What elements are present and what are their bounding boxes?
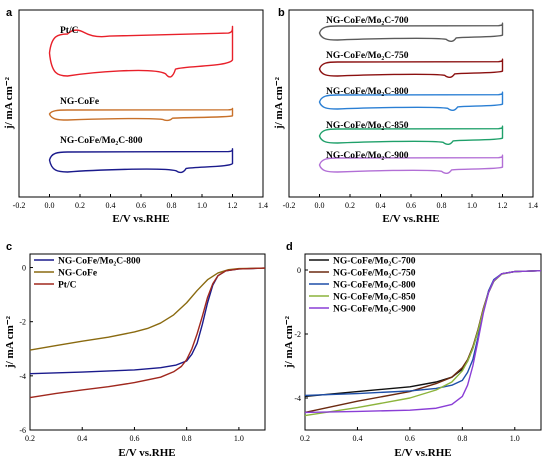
panel-b-cv-curve	[318, 125, 504, 146]
panel-a-x-tick-label: 0.8	[167, 201, 177, 210]
c-legend-label: Pt/C	[58, 281, 77, 291]
c-legend-label: NG-CoFe/Mo₂C-800	[58, 257, 141, 267]
panel-a-x-tick-label: 1.4	[258, 201, 268, 210]
panel-a-curves	[48, 25, 234, 174]
panel-b-letter: b	[278, 7, 285, 19]
panel-a-legend-ptc: Pt/C	[60, 26, 79, 36]
c-y-tick-label: -6	[19, 426, 26, 435]
panel-b-x-tick-label: -0.2	[283, 201, 296, 210]
panel-c-y-label: j/ mA cm⁻²	[4, 315, 16, 369]
c-y-tick-label: -4	[19, 372, 26, 381]
panel-b-legend-850: NG-CoFe/Mo₂C-850	[326, 121, 409, 131]
panel-a-cv-curve	[48, 25, 234, 78]
d-legend-label: NG-CoFe/Mo₂C-850	[333, 293, 416, 303]
panel-b-cv-curve	[318, 58, 504, 79]
panel-a-x-tick-label: -0.2	[13, 201, 26, 210]
c-y-tick-label: -2	[19, 318, 26, 327]
panel-b-x-tick-label: 1.4	[528, 201, 538, 210]
panel-c-letter: c	[6, 241, 12, 253]
panel-b-x-tick-label: 0.0	[315, 201, 325, 210]
d-y-tick-label: 0	[297, 266, 301, 275]
panel-d-legend: NG-CoFe/Mo₂C-700 NG-CoFe/Mo₂C-750 NG-CoFe/…	[309, 257, 416, 315]
panel-b: -0.2 0.0 0.2 0.4 0.6 0.8 1.0 1.2 1.4 E/V vs.RHE …	[273, 9, 538, 225]
c-lsv-curve	[29, 267, 266, 399]
panel-d-curves	[304, 269, 542, 417]
d-x-tick-label: 0.4	[352, 434, 362, 443]
panel-c: 0.2 0.4 0.6 0.8 1.0 0 -2 -4 -6 E/V vs.RHE j/ mA …	[4, 253, 266, 459]
panel-b-x-tick-label: 1.0	[467, 201, 477, 210]
panel-a-x-tick-label: 1.0	[197, 201, 207, 210]
panel-b-x-tick-label: 0.6	[406, 201, 416, 210]
panel-a-x-tick-label: 1.2	[228, 201, 238, 210]
panel-d-ticks: 0.2 0.4 0.6 0.8 1.0 0 -2 -4	[294, 266, 519, 443]
panel-b-legend-800: NG-CoFe/Mo₂C-800	[326, 87, 409, 97]
d-x-tick-label: 0.8	[457, 434, 467, 443]
panel-b-x-tick-label: 0.4	[376, 201, 386, 210]
panel-b-x-tick-label: 1.2	[498, 201, 508, 210]
c-y-tick-label: 0	[22, 264, 26, 273]
c-x-tick-label: 0.8	[182, 434, 192, 443]
panel-c-x-label: E/V vs.RHE	[118, 447, 175, 459]
panel-b-x-label: E/V vs.RHE	[382, 213, 439, 225]
panel-b-x-tick-label: 0.2	[345, 201, 355, 210]
panel-c-ticks: 0.2 0.4 0.6 0.8 1.0 0 -2 -4 -6	[19, 264, 244, 443]
panel-a-y-label: j/ mA cm⁻²	[3, 76, 15, 130]
d-x-tick-label: 0.6	[405, 434, 415, 443]
panel-a-legend-ngcofe: NG-CoFe	[60, 97, 99, 107]
d-y-tick-label: -4	[294, 394, 301, 403]
panel-b-cv-curve	[318, 154, 504, 175]
panel-c-frame	[29, 253, 266, 431]
panel-a-letter: a	[6, 7, 13, 19]
panel-a-x-tick-label: 0.2	[75, 201, 85, 210]
panel-a-x-ticks: -0.2 0.0 0.2 0.4 0.6 0.8 1.0 1.2 1.4	[13, 194, 268, 210]
c-x-tick-label: 1.0	[234, 434, 244, 443]
d-y-tick-label: -2	[294, 330, 301, 339]
panel-d-letter: d	[286, 241, 293, 253]
panel-a-legend-mo2c800: NG-CoFe/Mo₂C-800	[60, 136, 143, 146]
panel-b-y-label: j/ mA cm⁻²	[273, 76, 285, 130]
panel-c-legend: NG-CoFe/Mo₂C-800 NG-CoFe Pt/C	[34, 257, 141, 291]
d-x-tick-label: 0.2	[300, 434, 310, 443]
panel-d-frame	[304, 253, 542, 431]
panel-b-legend-700: NG-CoFe/Mo₂C-700	[326, 16, 409, 26]
panel-a-cv-curve	[48, 107, 234, 122]
panel-a-cv-curve	[48, 148, 234, 174]
c-x-tick-label: 0.2	[25, 434, 35, 443]
panel-b-x-tick-label: 0.8	[437, 201, 447, 210]
d-legend-label: NG-CoFe/Mo₂C-900	[333, 305, 416, 315]
panel-b-legend-900: NG-CoFe/Mo₂C-900	[326, 151, 409, 161]
panel-b-cv-curve	[318, 91, 504, 112]
d-legend-label: NG-CoFe/Mo₂C-750	[333, 269, 416, 279]
panel-b-curves	[318, 22, 504, 175]
panel-a-x-label: E/V vs.RHE	[112, 213, 169, 225]
panel-a-x-tick-label: 0.6	[136, 201, 146, 210]
panel-a-x-tick-label: 0.4	[106, 201, 116, 210]
panel-b-x-ticks: -0.2 0.0 0.2 0.4 0.6 0.8 1.0 1.2 1.4	[283, 194, 538, 210]
c-x-tick-label: 0.4	[77, 434, 87, 443]
c-x-tick-label: 0.6	[129, 434, 139, 443]
d-legend-label: NG-CoFe/Mo₂C-800	[333, 281, 416, 291]
panel-b-legend-750: NG-CoFe/Mo₂C-750	[326, 51, 409, 61]
panel-a-x-tick-label: 0.0	[45, 201, 55, 210]
panel-c-curves	[29, 267, 266, 399]
d-lsv-curve	[304, 269, 542, 414]
panel-d-y-label: j/ mA cm⁻²	[283, 315, 295, 369]
panel-d-x-label: E/V vs.RHE	[394, 447, 451, 459]
panel-b-cv-curve	[318, 22, 504, 43]
panel-a: -0.2 0.0 0.2 0.4 0.6 0.8 1.0 1.2 1.4 E/V vs.RHE …	[3, 9, 268, 225]
panel-d: 0.2 0.4 0.6 0.8 1.0 0 -2 -4 E/V vs.RHE j/ mA cm…	[283, 253, 542, 459]
c-legend-label: NG-CoFe	[58, 269, 97, 279]
d-legend-label: NG-CoFe/Mo₂C-700	[333, 257, 416, 267]
d-x-tick-label: 1.0	[510, 434, 520, 443]
